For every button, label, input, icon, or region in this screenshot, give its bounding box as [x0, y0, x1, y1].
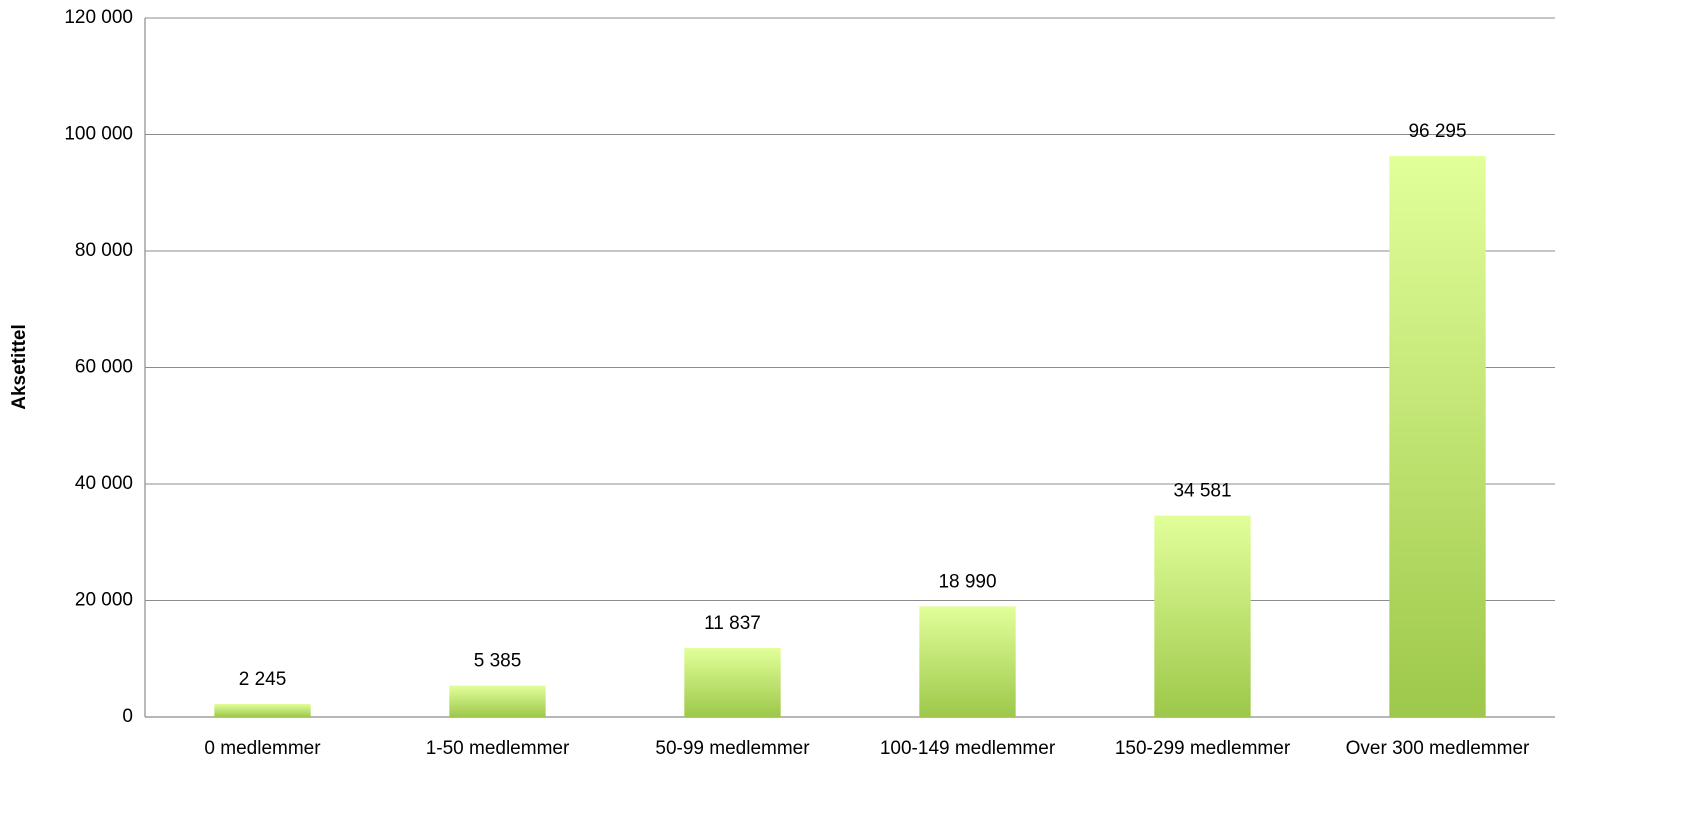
bar: [919, 606, 1015, 717]
data-label: 11 837: [704, 613, 761, 634]
y-tick-label: 120 000: [64, 7, 133, 28]
y-tick-label: 80 000: [75, 240, 133, 261]
x-tick-label: 1-50 medlemmer: [426, 738, 570, 759]
data-label: 5 385: [474, 651, 522, 672]
y-tick-label: 20 000: [75, 590, 133, 611]
bar: [1389, 156, 1485, 717]
y-tick-label: 100 000: [64, 124, 133, 145]
x-tick-label: Over 300 medlemmer: [1346, 738, 1530, 759]
y-axis-title: Aksetittel: [9, 324, 30, 410]
data-label: 34 581: [1173, 481, 1231, 502]
page: {"chart_data": {"type": "bar", "y_axis_l…: [0, 0, 1706, 832]
chart: Aksetittel 0 20 000 40 000 60 000 80 000 100 …: [0, 0, 1706, 832]
bar: [684, 648, 780, 717]
x-tick-label: 50-99 medlemmer: [655, 738, 810, 759]
y-tick-label: 0: [122, 706, 133, 727]
data-label: 18 990: [938, 571, 996, 592]
bar: [1154, 516, 1250, 717]
data-label: 2 245: [239, 669, 287, 690]
y-tick-label: 40 000: [75, 473, 133, 494]
data-label: 96 295: [1408, 121, 1466, 142]
bar: [449, 686, 545, 717]
bar: [214, 704, 310, 717]
x-tick-label: 150-299 medlemmer: [1115, 738, 1291, 759]
x-tick-label: 100-149 medlemmer: [880, 738, 1056, 759]
x-tick-label: 0 medlemmer: [204, 738, 321, 759]
y-tick-label: 60 000: [75, 357, 133, 378]
